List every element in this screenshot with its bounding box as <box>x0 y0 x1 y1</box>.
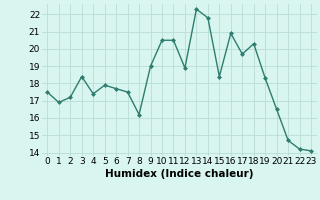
X-axis label: Humidex (Indice chaleur): Humidex (Indice chaleur) <box>105 169 253 179</box>
